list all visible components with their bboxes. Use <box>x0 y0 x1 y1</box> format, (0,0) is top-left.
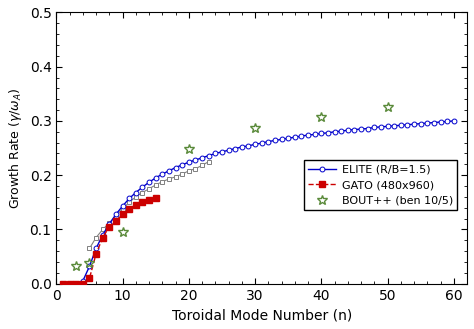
ELITE (R/B=1.5) <box>160 172 165 176</box>
GATO (480x960) <box>153 196 159 200</box>
BOUT++ (ben 10/5) <box>319 114 324 118</box>
BOUT++ (ben 10/5) <box>252 126 258 130</box>
ELITE (R/B=1.5) <box>186 160 191 164</box>
GATO (480x960) <box>93 252 99 256</box>
GATO (480x960) <box>87 276 92 280</box>
GATO (480x960) <box>127 207 132 211</box>
Line: ELITE (R/B=1.5): ELITE (R/B=1.5) <box>61 118 456 286</box>
GATO (480x960) <box>60 282 66 286</box>
Line: GATO (480x960): GATO (480x960) <box>60 195 158 287</box>
GATO (480x960) <box>120 212 126 216</box>
ELITE (R/B=1.5) <box>305 133 311 137</box>
BOUT++ (ben 10/5) <box>73 264 79 268</box>
ELITE (R/B=1.5) <box>60 282 66 286</box>
GATO (480x960) <box>133 203 139 207</box>
GATO (480x960) <box>146 198 152 202</box>
BOUT++ (ben 10/5) <box>385 105 391 109</box>
ELITE (R/B=1.5) <box>192 158 198 162</box>
BOUT++ (ben 10/5) <box>186 147 191 151</box>
ELITE (R/B=1.5) <box>127 196 132 200</box>
Line: BOUT++ (ben 10/5): BOUT++ (ben 10/5) <box>72 103 392 271</box>
GATO (480x960) <box>67 282 73 286</box>
BOUT++ (ben 10/5) <box>87 261 92 265</box>
Y-axis label: Growth Rate ($\gamma/\omega_A$): Growth Rate ($\gamma/\omega_A$) <box>7 87 24 209</box>
ELITE (R/B=1.5) <box>451 119 456 123</box>
GATO (480x960) <box>140 200 146 204</box>
BOUT++ (ben 10/5) <box>120 230 126 234</box>
GATO (480x960) <box>100 236 106 240</box>
GATO (480x960) <box>80 282 86 286</box>
Legend: ELITE (R/B=1.5), GATO (480x960), BOUT++ (ben 10/5): ELITE (R/B=1.5), GATO (480x960), BOUT++ … <box>304 160 457 210</box>
GATO (480x960) <box>73 282 79 286</box>
GATO (480x960) <box>107 225 112 229</box>
GATO (480x960) <box>113 219 119 223</box>
X-axis label: Toroidal Mode Number (n): Toroidal Mode Number (n) <box>172 308 352 322</box>
ELITE (R/B=1.5) <box>173 165 178 169</box>
